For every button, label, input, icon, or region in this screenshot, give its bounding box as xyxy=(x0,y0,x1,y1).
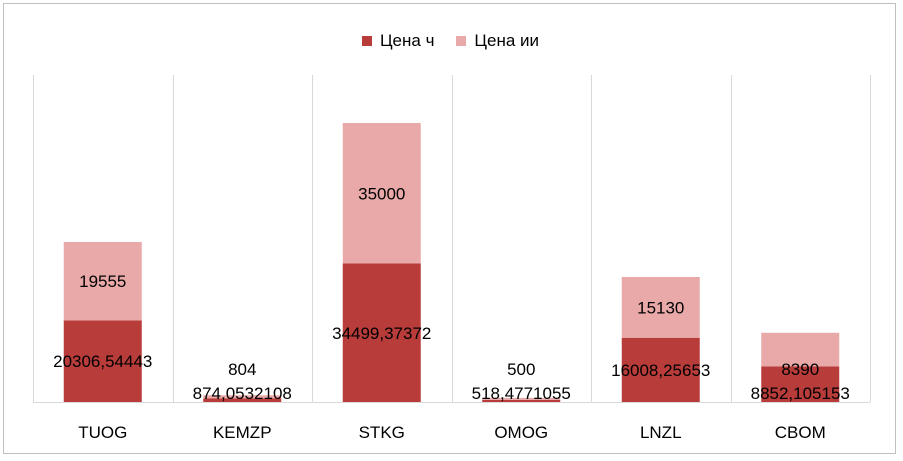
legend-item-series-1: Цена ч xyxy=(361,31,435,51)
legend: Цена ч Цена ии xyxy=(4,31,897,51)
bar-cbom-series-2 xyxy=(761,332,840,367)
category-label-stkg: STKG xyxy=(359,423,405,442)
category-label-kemzp: KEMZP xyxy=(213,423,272,442)
bar-omog-series-1 xyxy=(482,399,561,402)
data-label-tuog-series-2: 19555 xyxy=(79,272,126,291)
legend-label-series-2: Цена ии xyxy=(474,31,540,50)
data-label-lnzl-series-2: 15130 xyxy=(637,298,684,317)
bar-stkg-series-1 xyxy=(342,263,421,402)
category-label-tuog: TUOG xyxy=(78,423,127,442)
data-label-cbom-series-1: 8852,105153 xyxy=(751,384,850,403)
category-label-cbom: CBOM xyxy=(775,423,826,442)
bar-tuog-series-1 xyxy=(63,320,142,402)
data-label-lnzl-series-1: 16008,25653 xyxy=(611,361,710,380)
data-label-stkg-series-1: 34499,37372 xyxy=(332,324,431,343)
bar-kemzp-series-1 xyxy=(203,398,282,402)
data-label-omog-series-1: 518,4771055 xyxy=(472,384,571,403)
bar-tuog-series-2 xyxy=(63,241,142,321)
bar-lnzl-series-1 xyxy=(621,337,700,402)
bar-stkg-series-2 xyxy=(342,123,421,264)
bar-lnzl-series-2 xyxy=(621,276,700,338)
category-label-lnzl: LNZL xyxy=(640,423,682,442)
category-label-omog: OMOG xyxy=(494,423,548,442)
legend-swatch-series-2 xyxy=(456,36,467,46)
bar-cbom-series-1 xyxy=(761,366,840,402)
data-label-omog-series-2: 500 xyxy=(507,360,535,379)
legend-label-series-1: Цена ч xyxy=(379,31,435,50)
data-label-kemzp-series-1: 874,0532108 xyxy=(193,384,292,403)
legend-item-series-2: Цена ии xyxy=(456,31,539,51)
bar-kemzp-series-2 xyxy=(203,395,282,399)
data-label-tuog-series-1: 20306,54443 xyxy=(53,352,152,371)
bar-omog-series-2 xyxy=(482,397,561,400)
chart-frame: Цена ч Цена ии xyxy=(3,3,896,454)
data-label-kemzp-series-2: 804 xyxy=(228,360,256,379)
data-label-stkg-series-2: 35000 xyxy=(358,184,405,203)
legend-swatch-series-1 xyxy=(361,36,372,46)
data-label-cbom-series-2: 8390 xyxy=(781,360,819,379)
